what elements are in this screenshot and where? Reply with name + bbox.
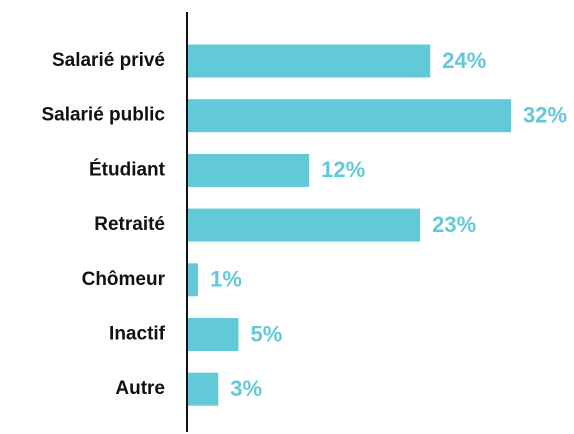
category-label: Étudiant: [89, 158, 166, 180]
bar: [188, 372, 219, 406]
value-label: 12%: [321, 157, 365, 182]
category-label: Retraité: [94, 214, 165, 235]
value-label: 3%: [230, 376, 262, 401]
category-label: Salarié privé: [52, 50, 165, 71]
value-label: 32%: [523, 103, 567, 128]
category-label: Chômeur: [82, 269, 166, 290]
category-label: Salarié public: [41, 105, 165, 126]
bar: [188, 208, 421, 242]
bar: [188, 44, 431, 78]
bar: [188, 99, 511, 133]
value-label: 1%: [210, 267, 242, 292]
category-label: Autre: [115, 378, 165, 399]
value-label: 23%: [432, 212, 476, 237]
bar: [188, 153, 310, 187]
category-label: Inactif: [109, 324, 166, 345]
value-label: 5%: [250, 321, 282, 346]
bar: [188, 263, 199, 297]
value-label: 24%: [442, 48, 486, 73]
bar: [188, 318, 239, 351]
